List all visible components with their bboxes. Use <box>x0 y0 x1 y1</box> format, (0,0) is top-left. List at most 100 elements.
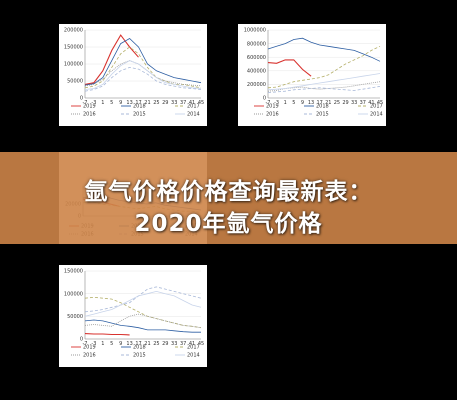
banner-title-line-1: 氩气价格价格查询最新表： <box>84 179 373 205</box>
y-tick-label: 800000 <box>247 41 266 47</box>
x-tick-label: -3 <box>274 100 279 106</box>
y-tick-label: 150000 <box>64 269 83 275</box>
y-tick-label: 400000 <box>247 69 266 75</box>
x-tick-label: 13 <box>126 341 132 347</box>
x-tick-label: 9 <box>119 341 122 347</box>
y-tick-label: 150000 <box>64 45 83 51</box>
legend-label-2016: 2016 <box>83 353 96 359</box>
x-tick-label: 17 <box>135 341 141 347</box>
legend-label-2016: 2016 <box>266 112 279 118</box>
x-tick-label: 29 <box>342 100 348 106</box>
series-line-2019 <box>84 34 139 85</box>
series-line-2018 <box>84 38 202 86</box>
x-tick-label: -7 <box>83 341 88 347</box>
series-line-2019 <box>84 333 130 336</box>
legend-label-2019: 2019 <box>83 104 96 110</box>
legend-label-2018: 2018 <box>316 104 329 110</box>
x-tick-label: 1 <box>101 341 104 347</box>
legend-label-2017: 2017 <box>187 345 200 351</box>
series-line-2018 <box>267 37 381 62</box>
x-tick-label: 45 <box>198 341 204 347</box>
series-line-2015 <box>267 86 381 93</box>
x-tick-label: 25 <box>153 341 159 347</box>
chart-panel-1: 0 50000 100000 150000 200000 -7 -3 1 5 9 13 17 21 25 2… <box>59 24 207 126</box>
legend-label-2016: 2016 <box>83 112 96 118</box>
legend-label-2015: 2015 <box>133 353 146 359</box>
x-tick-label: 1 <box>284 100 287 106</box>
series-line-2019 <box>267 59 312 77</box>
y-tick-label: 50000 <box>67 314 83 320</box>
series-line-2015 <box>84 286 202 313</box>
legend-label-2015: 2015 <box>316 112 329 118</box>
legend-label-2017: 2017 <box>370 104 383 110</box>
x-tick-label: 33 <box>171 100 177 106</box>
x-tick-label: 1 <box>101 100 104 106</box>
x-tick-label: 29 <box>162 100 168 106</box>
x-tick-label: 45 <box>377 100 383 106</box>
x-tick-label: 41 <box>189 341 195 347</box>
y-tick-label: 100000 <box>64 62 83 68</box>
series-line-2017 <box>84 296 202 329</box>
x-tick-label: 5 <box>110 341 113 347</box>
x-tick-label: 17 <box>317 100 323 106</box>
x-tick-label: 13 <box>126 100 132 106</box>
series-line-2014 <box>267 73 381 91</box>
y-tick-label: 0 <box>263 96 266 102</box>
x-tick-label: -3 <box>91 100 96 106</box>
legend-label-2014: 2014 <box>187 353 200 359</box>
x-tick-label: -7 <box>266 100 271 106</box>
series-line-2016 <box>84 60 202 87</box>
x-tick-label: 13 <box>308 100 314 106</box>
title-banner: 氩气价格价格查询最新表： 2020年氩气价格 <box>0 152 457 244</box>
x-tick-label: 25 <box>153 100 159 106</box>
y-tick-label: 600000 <box>247 55 266 61</box>
x-tick-label: 29 <box>162 341 168 347</box>
x-tick-label: 37 <box>360 100 366 106</box>
x-tick-label: 21 <box>144 100 150 106</box>
series-line-2016 <box>267 81 381 92</box>
x-tick-label: 33 <box>171 341 177 347</box>
legend-label-2014: 2014 <box>187 112 200 118</box>
x-tick-label: 37 <box>180 100 186 106</box>
x-tick-label: 9 <box>119 100 122 106</box>
legend-label-2018: 2018 <box>133 104 146 110</box>
x-tick-label: 9 <box>301 100 304 106</box>
x-tick-label: 5 <box>110 100 113 106</box>
x-tick-label: 41 <box>368 100 374 106</box>
x-tick-label: 5 <box>292 100 295 106</box>
x-tick-label: 21 <box>144 341 150 347</box>
banner-title-line-2: 2020年氩气价格 <box>134 211 323 237</box>
series-line-2015 <box>84 66 202 92</box>
y-tick-label: 0 <box>80 337 83 343</box>
x-tick-label: 37 <box>180 341 186 347</box>
y-tick-label: 200000 <box>64 28 83 34</box>
x-tick-label: 41 <box>189 100 195 106</box>
x-tick-label: 45 <box>198 100 204 106</box>
legend-label-2017: 2017 <box>187 104 200 110</box>
series-line-2014 <box>84 290 202 317</box>
y-tick-label: 200000 <box>247 82 266 88</box>
series-line-2017 <box>267 45 381 89</box>
x-tick-label: -7 <box>83 100 88 106</box>
y-tick-label: 100000 <box>64 291 83 297</box>
x-tick-label: 33 <box>351 100 357 106</box>
series-line-2014 <box>84 60 202 90</box>
legend-label-2015: 2015 <box>133 112 146 118</box>
series-line-2018 <box>84 319 201 333</box>
y-tick-label: 50000 <box>67 79 83 85</box>
legend-label-2018: 2018 <box>133 345 146 351</box>
legend-label-2014: 2014 <box>370 112 383 118</box>
legend-label-2019: 2019 <box>266 104 279 110</box>
y-tick-label: 1000000 <box>244 28 266 34</box>
legend-label-2019: 2019 <box>83 345 96 351</box>
x-tick-label: 21 <box>325 100 331 106</box>
x-tick-label: -3 <box>91 341 96 347</box>
chart-panel-4: 0 50000 100000 150000 -7 -3 1 5 9 13 17 21 25 29 33 37 4… <box>59 265 207 367</box>
y-tick-label: 0 <box>80 96 83 102</box>
x-tick-label: 25 <box>334 100 340 106</box>
chart-panel-2: 0 200000 400000 600000 800000 1000000 -7 -3 1 5 9 1… <box>238 24 386 126</box>
x-tick-label: 17 <box>135 100 141 106</box>
